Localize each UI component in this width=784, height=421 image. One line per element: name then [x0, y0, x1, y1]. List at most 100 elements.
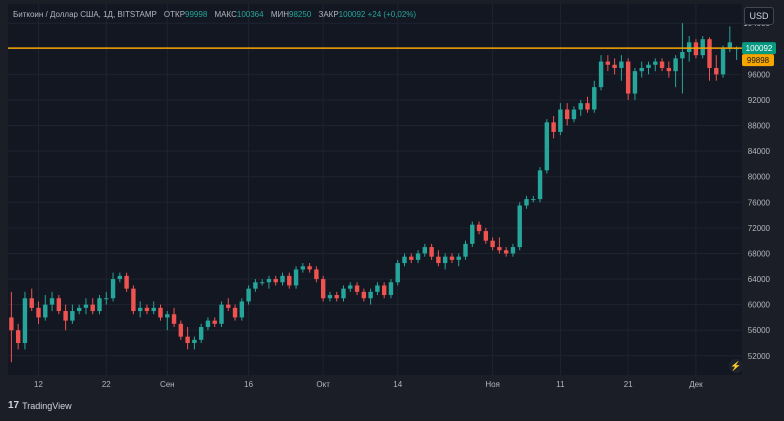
candle[interactable]	[9, 291, 14, 363]
candle[interactable]	[246, 285, 251, 305]
candle[interactable]	[253, 279, 258, 292]
candle[interactable]	[646, 61, 651, 75]
candle[interactable]	[76, 304, 82, 315]
candle[interactable]	[56, 295, 62, 315]
candle[interactable]	[300, 263, 306, 273]
x-axis[interactable]: 12 22 Сен 16 Окт 14 Ноя 11 21 Дек	[34, 380, 703, 389]
candle[interactable]	[524, 195, 529, 209]
candle[interactable]	[354, 282, 360, 296]
candle[interactable]	[707, 37, 712, 81]
candle[interactable]	[266, 275, 272, 289]
candle[interactable]	[273, 275, 278, 286]
candle[interactable]	[517, 202, 522, 251]
candle[interactable]	[280, 272, 285, 286]
candle[interactable]	[287, 272, 292, 289]
candle[interactable]	[456, 253, 461, 267]
candle[interactable]	[185, 327, 190, 350]
candle[interactable]	[490, 237, 495, 251]
candle[interactable]	[680, 23, 685, 94]
candle[interactable]	[551, 115, 556, 139]
candle[interactable]	[151, 301, 156, 315]
y-axis[interactable]: 1040001000009600092000880008400080000760…	[743, 19, 770, 361]
candle[interactable]	[314, 266, 319, 283]
candle[interactable]	[131, 285, 136, 315]
candle[interactable]	[666, 61, 672, 78]
candle[interactable]	[198, 323, 204, 344]
candle[interactable]	[619, 55, 624, 81]
candle[interactable]	[124, 272, 129, 292]
candle[interactable]	[510, 243, 516, 257]
candle[interactable]	[395, 259, 400, 286]
candle[interactable]	[592, 80, 597, 113]
candle[interactable]	[226, 298, 231, 312]
candle[interactable]	[110, 272, 116, 302]
candle[interactable]	[659, 58, 665, 72]
candle[interactable]	[497, 237, 502, 254]
candle[interactable]	[429, 243, 434, 260]
candle[interactable]	[104, 291, 109, 305]
candle[interactable]	[361, 288, 367, 302]
candle[interactable]	[83, 298, 89, 315]
candle[interactable]	[436, 250, 441, 267]
candle[interactable]	[632, 67, 638, 100]
candle[interactable]	[341, 285, 346, 302]
candle[interactable]	[558, 103, 563, 136]
candle[interactable]	[320, 275, 326, 302]
candle[interactable]	[334, 291, 339, 302]
candle[interactable]	[178, 320, 184, 340]
candle[interactable]	[463, 240, 468, 260]
candle[interactable]	[212, 317, 217, 328]
candle[interactable]	[402, 253, 407, 267]
symbol-title[interactable]: Биткоин / Доллар США, 1Д, BITSTAMP	[13, 10, 157, 19]
lightning-icon[interactable]: ⚡	[729, 359, 743, 373]
candle[interactable]	[219, 301, 224, 328]
tradingview-logo[interactable]: 17 TradingView	[8, 400, 72, 411]
candle[interactable]	[144, 304, 150, 315]
candle[interactable]	[165, 311, 170, 331]
candle[interactable]	[578, 99, 583, 116]
candle[interactable]	[714, 55, 719, 81]
candle[interactable]	[598, 55, 604, 91]
candle[interactable]	[415, 250, 421, 264]
candle[interactable]	[97, 295, 102, 315]
candle[interactable]	[470, 221, 475, 248]
candle[interactable]	[442, 253, 448, 270]
candle[interactable]	[239, 298, 245, 321]
candle[interactable]	[375, 282, 380, 296]
candle[interactable]	[348, 282, 353, 292]
candle[interactable]	[43, 295, 48, 321]
candle[interactable]	[544, 119, 550, 174]
candle[interactable]	[571, 106, 577, 123]
candle[interactable]	[205, 317, 211, 331]
candle[interactable]	[15, 323, 21, 350]
candle[interactable]	[605, 55, 611, 72]
candle[interactable]	[388, 279, 394, 299]
candle[interactable]	[36, 301, 41, 324]
candle[interactable]	[49, 291, 55, 312]
candle[interactable]	[137, 301, 143, 318]
candle[interactable]	[158, 304, 163, 321]
candle[interactable]	[564, 103, 570, 126]
candle[interactable]	[476, 221, 482, 235]
candle[interactable]	[585, 96, 590, 113]
candle[interactable]	[537, 167, 543, 203]
candle[interactable]	[171, 307, 177, 328]
candle[interactable]	[327, 291, 333, 302]
candle[interactable]	[368, 288, 373, 305]
candle[interactable]	[700, 35, 705, 59]
candle[interactable]	[531, 195, 536, 203]
candle[interactable]	[22, 291, 28, 350]
candle[interactable]	[307, 263, 312, 273]
candle[interactable]	[625, 58, 631, 100]
candle[interactable]	[70, 304, 75, 324]
candle[interactable]	[192, 336, 197, 350]
candle[interactable]	[673, 55, 678, 88]
candle[interactable]	[449, 253, 455, 264]
price-chart[interactable]: 1040001000009600092000880008400080000760…	[0, 0, 784, 393]
candle[interactable]	[483, 227, 489, 244]
candle[interactable]	[293, 266, 299, 289]
currency-button[interactable]: USD	[744, 7, 774, 25]
candle[interactable]	[232, 304, 238, 321]
candle[interactable]	[612, 58, 617, 75]
candle[interactable]	[381, 282, 387, 299]
